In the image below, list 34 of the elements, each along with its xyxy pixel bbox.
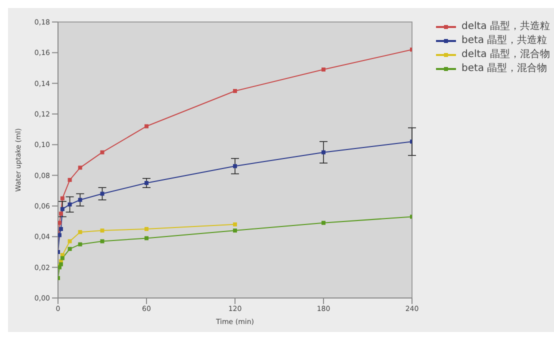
point bbox=[58, 220, 62, 225]
point bbox=[58, 233, 62, 238]
point bbox=[60, 196, 64, 200]
point bbox=[100, 192, 104, 196]
point bbox=[322, 150, 326, 154]
point bbox=[58, 227, 63, 231]
point bbox=[58, 212, 63, 216]
point bbox=[78, 198, 82, 202]
point bbox=[233, 222, 237, 226]
point bbox=[60, 207, 64, 212]
point bbox=[78, 166, 82, 170]
point bbox=[78, 242, 82, 246]
legend-label: beta 晶型，共造粒 bbox=[461, 34, 548, 48]
point bbox=[68, 246, 72, 251]
point bbox=[144, 124, 148, 128]
legend-label: beta 晶型，混合物 bbox=[461, 62, 548, 76]
point bbox=[68, 239, 72, 244]
point bbox=[100, 228, 104, 233]
point bbox=[322, 68, 326, 72]
point bbox=[233, 228, 237, 233]
point bbox=[144, 236, 148, 240]
point bbox=[233, 164, 237, 168]
legend-label: delta 晶型，共造粒 bbox=[461, 20, 550, 34]
point bbox=[78, 230, 82, 234]
point bbox=[233, 89, 237, 93]
point bbox=[100, 239, 104, 244]
point bbox=[144, 227, 148, 231]
legend-label: delta 晶型，混合物 bbox=[461, 48, 550, 62]
point bbox=[68, 178, 72, 182]
point bbox=[144, 181, 148, 185]
point bbox=[60, 256, 64, 260]
point bbox=[322, 220, 326, 225]
point bbox=[68, 202, 72, 206]
point bbox=[100, 150, 104, 154]
